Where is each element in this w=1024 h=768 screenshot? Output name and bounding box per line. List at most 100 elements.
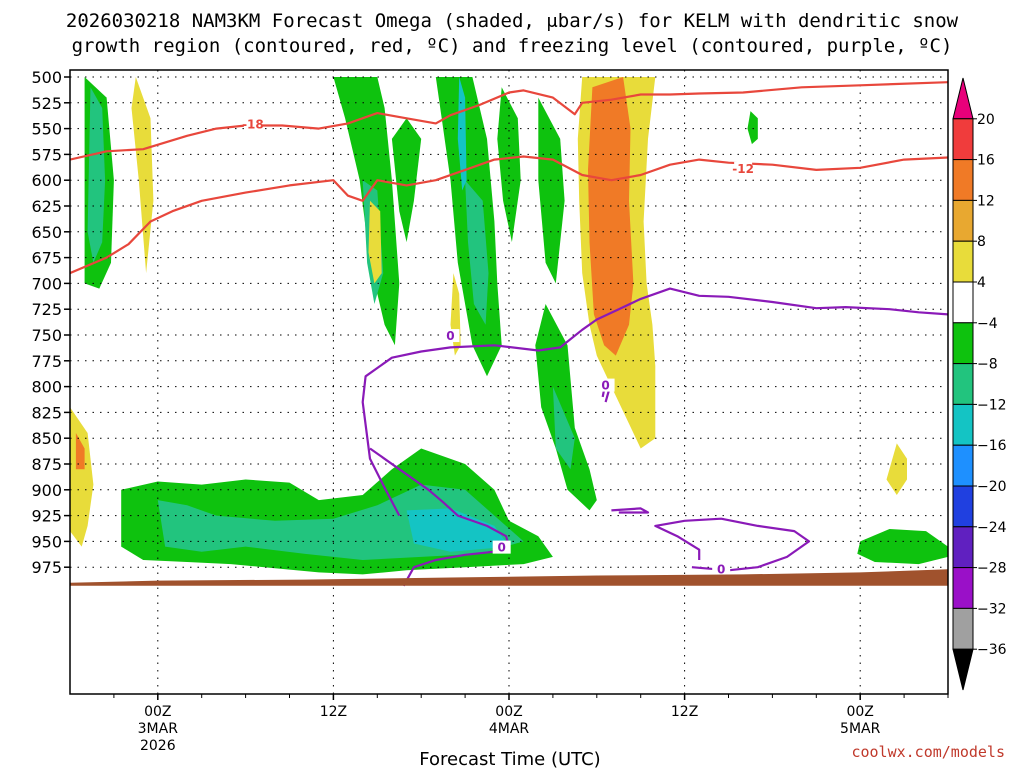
dgz-contour-0: [70, 81, 948, 161]
colorbar-segment-2: [952, 159, 974, 201]
colorbar-label-10: −24: [977, 520, 1007, 536]
ytick-label-500: 500: [31, 68, 62, 87]
colorbar-segment-11: [952, 526, 974, 569]
colorbar-segment-3: [952, 199, 974, 242]
colorbar-label-6: −8: [977, 357, 998, 373]
colorbar-label-0: 20: [977, 112, 995, 128]
xtick-label-36-1: 12Z: [671, 704, 698, 720]
ytick-label-775: 775: [31, 352, 62, 371]
freezing-level-contour-4: [611, 507, 650, 514]
colorbar-label-9: −20: [977, 479, 1007, 495]
xtick-label-0-1: 00Z: [144, 704, 171, 720]
ytick-label-525: 525: [31, 94, 62, 113]
ytick-label-725: 725: [31, 300, 62, 319]
xtick-label-12-1: 12Z: [320, 704, 347, 720]
dgz-contour-label-bg-1: [734, 161, 753, 175]
omega-fill-omega-column-green-c: [497, 87, 521, 243]
omega-fill-omega-column-cyan: [457, 77, 467, 191]
ytick-label-825: 825: [31, 403, 62, 422]
omega-fill-omega-yellow-small-b: [886, 443, 907, 495]
omega-fill-omega-upper-left-yellow: [131, 77, 154, 274]
freezing-level-contour-label-bg-0: [441, 329, 460, 343]
dgz-contour-label-1: -12: [732, 162, 754, 176]
freezing-level-contour-3: [654, 517, 811, 572]
omega-fill-omega-lower-left-yellow: [70, 407, 94, 547]
xtick-label-24-1: 00Z: [495, 704, 522, 720]
colorbar-label-3: 8: [977, 234, 986, 250]
colorbar-label-11: −28: [977, 561, 1007, 577]
freezing-level-contour-0: [361, 287, 948, 517]
colorbar-bottom-triangle: [952, 648, 974, 691]
xtick-label-48-1: 00Z: [846, 704, 873, 720]
y-axis-pressure-ticks: 500 525 550 575 600 625 650 675 700 725 750 775 800 8…: [31, 68, 70, 577]
colorbar-segment-13: [952, 607, 974, 650]
omega-fill-omega-orange: [588, 77, 634, 356]
omega-fill-omega-lower-left-orange: [75, 433, 85, 470]
freezing-level-contour-label-1: 0: [498, 541, 506, 555]
omega-fill-omega-column-green-d: [538, 97, 565, 284]
freezing-level-contour-label-2: 0: [601, 379, 609, 393]
colorbar-label-13: −36: [977, 642, 1007, 658]
ytick-label-700: 700: [31, 274, 62, 293]
freezing-level-contour-label-3: 0: [717, 562, 725, 576]
freezing-level-contour-label-0: 0: [446, 329, 454, 343]
colorbar-label-7: −12: [977, 397, 1007, 413]
dgz-contour-label-0: -18: [242, 118, 264, 132]
colorbar-segment-9: [952, 444, 974, 487]
omega-fill-omega-yellow-small-a: [450, 273, 461, 356]
colorbar-label-2: 12: [977, 193, 995, 209]
ytick-label-750: 750: [31, 326, 62, 345]
colorbar-label-5: −4: [977, 316, 998, 332]
omega-fill-omega-column-teal-main: [465, 180, 489, 325]
colorbar-segment-4: [952, 240, 974, 283]
omega-fill-omega-boundary-layer-cyan: [406, 508, 509, 552]
freezing-level-contour-1: [369, 447, 511, 587]
ytick-label-800: 800: [31, 378, 62, 397]
xtick-label-24-2: 4MAR: [489, 721, 530, 737]
ytick-label-625: 625: [31, 197, 62, 216]
ytick-label-925: 925: [31, 507, 62, 526]
colorbar-segment-8: [952, 403, 974, 446]
colorbar-segment-12: [952, 567, 974, 609]
contour-lines: -18 -12 0 0 0 0: [70, 81, 948, 587]
x-axis-label: Forecast Time (UTC): [419, 749, 600, 768]
omega-fill-omega-green-small-east: [747, 111, 758, 145]
freezing-level-contour-label-bg-1: [492, 540, 511, 554]
colorbar-segment-6: [952, 322, 974, 365]
colorbar-segment-5: [952, 281, 974, 324]
colorbar-segment-10: [952, 485, 974, 528]
ytick-label-675: 675: [31, 249, 62, 268]
ytick-label-950: 950: [31, 532, 62, 551]
freezing-level-contour-label-bg-3: [712, 562, 731, 576]
colorbar: 20 16 12 8 4 −4 −8 −12 −16 −20 −24 −28 −32 −36: [952, 77, 1007, 691]
omega-fill-omega-column-teal-lower: [552, 386, 575, 470]
omega-shaded-fields: [70, 77, 948, 575]
omega-fill-omega-green-east: [857, 529, 948, 565]
xtick-label-0-2: 3MAR: [138, 721, 179, 737]
colorbar-top-triangle: [952, 77, 974, 120]
chart-title-line-2: growth region (contoured, red, ºC) and f…: [72, 35, 953, 57]
freezing-level-contour-label-bg-2: [596, 378, 615, 392]
omega-fill-omega-yellow-small-c: [368, 200, 382, 284]
ytick-label-875: 875: [31, 455, 62, 474]
ytick-label-900: 900: [31, 481, 62, 500]
colorbar-label-8: −16: [977, 438, 1007, 454]
xtick-label-48-2: 5MAR: [840, 721, 881, 737]
chart-title-line-1: 2026030218 NAM3KM Forecast Omega (shaded…: [66, 10, 959, 32]
ytick-label-550: 550: [31, 120, 62, 139]
omega-fill-omega-upper-left-teal: [87, 87, 106, 263]
omega-fill-omega-midlevel-green-b: [391, 118, 422, 243]
ground-fill: [70, 569, 948, 586]
dgz-contour-label-bg-0: [243, 117, 262, 131]
ytick-label-575: 575: [31, 145, 62, 164]
ytick-label-650: 650: [31, 223, 62, 242]
ytick-label-850: 850: [31, 429, 62, 448]
omega-fill-omega-column-green-lower: [535, 304, 597, 511]
colorbar-label-1: 16: [977, 153, 995, 169]
xtick-label-0-3: 2026: [140, 738, 176, 754]
colorbar-segment-7: [952, 363, 974, 405]
ytick-label-975: 975: [31, 558, 62, 577]
credit-text: coolwx.com/models: [851, 743, 1005, 761]
